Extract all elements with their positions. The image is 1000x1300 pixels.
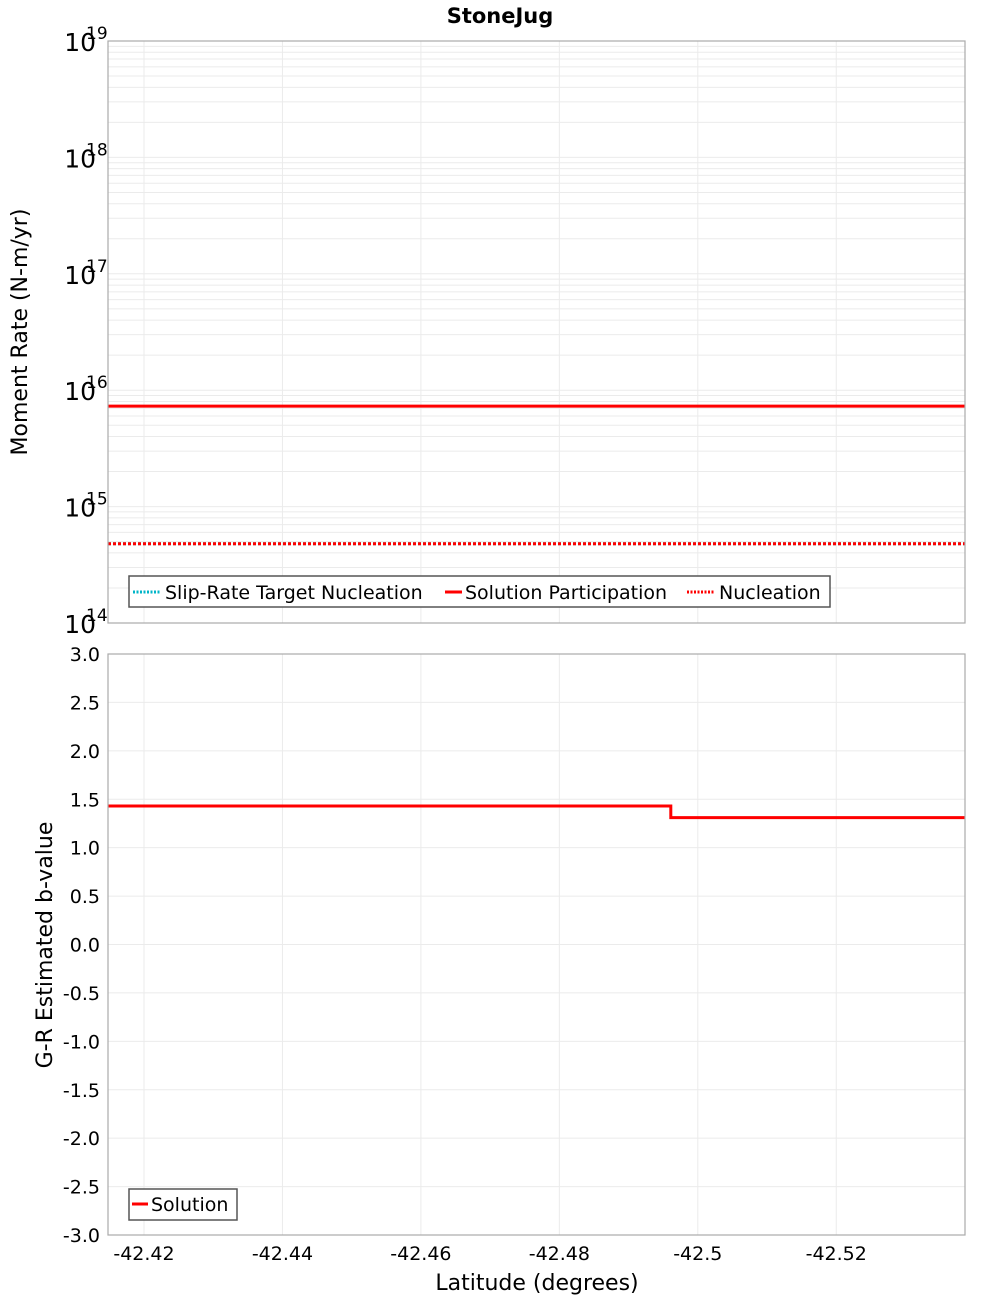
y-tick-label: -3.0 (63, 1225, 100, 1247)
bottom-y-axis-label: G-R Estimated b-value (33, 822, 58, 1069)
y-tick-label: 10 (64, 377, 96, 406)
x-tick-label: -42.42 (113, 1243, 174, 1265)
x-tick-label: -42.48 (529, 1243, 590, 1265)
x-axis-ticks: -42.42 -42.44 -42.46 -42.48 -42.5 -42.52 (113, 1243, 866, 1265)
chart-title: StoneJug (447, 4, 554, 28)
top-legend: Slip-Rate Target Nucleation Solution Par… (128, 575, 831, 608)
y-tick-exponent: 17 (86, 257, 108, 277)
bottom-plot-series (108, 804, 965, 820)
top-y-axis-label: Moment Rate (N-m/yr) (8, 209, 33, 456)
x-tick-label: -42.44 (252, 1243, 313, 1265)
series-solution (108, 804, 965, 820)
y-tick-label: 10 (64, 28, 96, 57)
y-tick-exponent: 19 (86, 24, 108, 44)
y-tick-label: -1.5 (63, 1080, 100, 1102)
y-tick-label: -2.5 (63, 1177, 100, 1199)
y-tick-label: 10 (64, 144, 96, 173)
bottom-plot-grid (108, 653, 965, 1236)
y-tick-label: 10 (64, 494, 96, 523)
legend-label-solution-participation: Solution Participation (465, 582, 667, 604)
y-tick-label: 0.0 (70, 935, 100, 957)
y-tick-exponent: 14 (86, 606, 108, 626)
y-tick-label: 2.5 (70, 692, 100, 714)
x-tick-label: -42.52 (806, 1243, 867, 1265)
y-tick-label: 3.0 (70, 644, 100, 666)
y-tick-label: -2.0 (63, 1128, 100, 1150)
legend-label-solution: Solution (151, 1194, 228, 1216)
y-tick-label: 2.0 (70, 741, 100, 763)
y-tick-label: 0.5 (70, 886, 100, 908)
bottom-plot-frame (107, 653, 966, 1236)
legend-label-slip-rate: Slip-Rate Target Nucleation (165, 582, 423, 604)
x-tick-label: -42.46 (390, 1243, 451, 1265)
y-tick-exponent: 16 (86, 373, 108, 393)
y-tick-label: 10 (64, 610, 96, 639)
bottom-y-axis-ticks: 3.0 2.5 2.0 1.5 1.0 0.5 0.0 -0.5 -1.0 -1.5 -2.0 -2.… (63, 644, 100, 1247)
y-tick-label: -1.0 (63, 1031, 100, 1053)
legend-label-nucleation: Nucleation (719, 582, 821, 604)
top-plot-frame (107, 40, 966, 624)
y-tick-label: 1.0 (70, 838, 100, 860)
y-tick-label: 1.5 (70, 789, 100, 811)
x-axis-label: Latitude (degrees) (435, 1271, 638, 1296)
bottom-legend: Solution (128, 1188, 238, 1221)
y-tick-exponent: 18 (86, 140, 108, 160)
top-plot-grid (108, 41, 965, 624)
y-tick-exponent: 15 (86, 490, 108, 510)
top-plot-series (108, 404, 965, 546)
x-tick-label: -42.5 (673, 1243, 722, 1265)
y-tick-label: -0.5 (63, 983, 100, 1005)
y-tick-label: 10 (64, 261, 96, 290)
